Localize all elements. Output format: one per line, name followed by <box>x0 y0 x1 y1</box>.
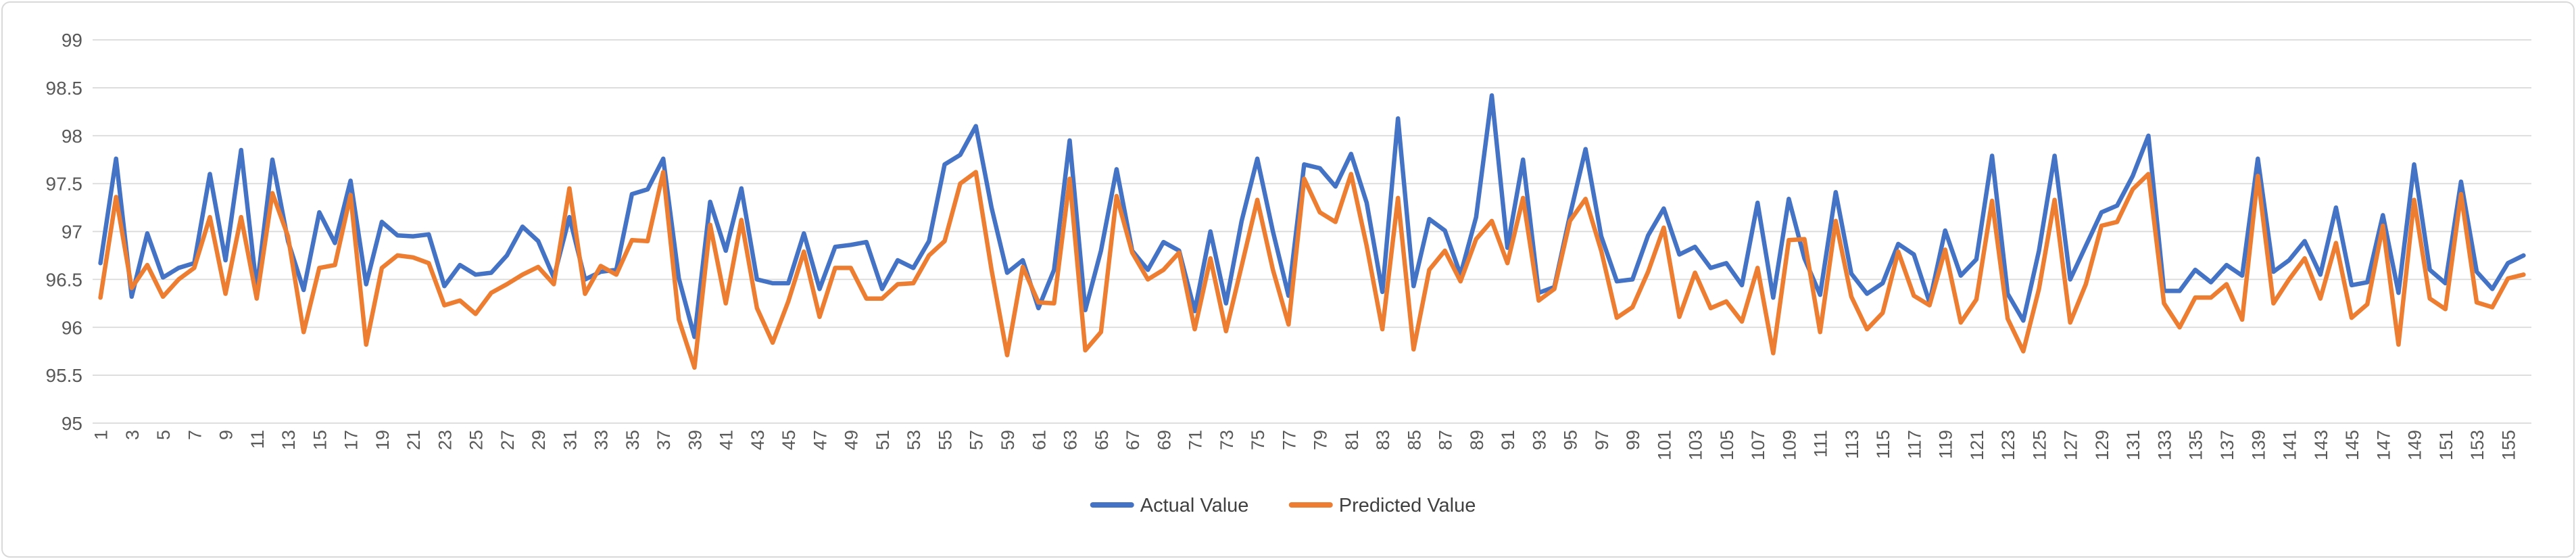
x-axis-tick-label: 59 <box>998 430 1018 450</box>
x-axis-tick-label: 103 <box>1686 430 1706 460</box>
x-axis-tick-label: 115 <box>1873 430 1893 459</box>
x-axis-tick-label: 129 <box>2092 430 2112 460</box>
x-axis-tick-label: 105 <box>1717 430 1737 460</box>
y-axis-tick-label: 95 <box>62 413 82 434</box>
x-axis-tick-label: 127 <box>2061 430 2081 460</box>
x-axis-tick-label: 23 <box>435 430 455 450</box>
x-axis-tick-label: 145 <box>2342 430 2362 460</box>
y-axis-tick-label: 98.5 <box>46 78 83 99</box>
x-axis-tick-label: 123 <box>1998 430 2018 460</box>
x-axis-tick-label: 51 <box>873 430 893 450</box>
x-axis-tick-label: 147 <box>2373 430 2393 460</box>
x-axis-tick-label: 53 <box>904 430 924 450</box>
legend-item-actual: Actual Value <box>1090 495 1249 516</box>
x-axis-tick-label: 143 <box>2311 430 2331 460</box>
y-axis-tick-label: 95.5 <box>46 365 83 386</box>
x-axis-tick-label: 13 <box>278 430 299 450</box>
y-axis-tick-label: 98 <box>62 126 82 147</box>
x-axis-tick-label: 1 <box>91 430 112 440</box>
x-axis-tick-label: 101 <box>1654 430 1674 460</box>
x-axis-tick-label: 61 <box>1029 430 1049 450</box>
x-axis-tick-label: 107 <box>1748 430 1768 460</box>
x-axis-tick-label: 133 <box>2154 430 2174 460</box>
x-axis-tick-label: 83 <box>1373 430 1393 450</box>
x-axis-tick-label: 19 <box>372 430 393 450</box>
x-axis-tick-label: 97 <box>1592 430 1612 450</box>
y-axis-tick-label: 96 <box>62 317 82 338</box>
y-axis-tick-label: 99 <box>62 30 82 51</box>
y-axis-tick-label: 96.5 <box>46 269 83 290</box>
x-axis-tick-label: 63 <box>1061 430 1081 450</box>
x-axis-tick-label: 69 <box>1154 430 1174 450</box>
x-axis-tick-label: 85 <box>1404 430 1424 450</box>
x-axis-tick-label: 31 <box>560 430 580 450</box>
x-axis-tick-label: 3 <box>122 430 143 440</box>
x-axis-tick-label: 139 <box>2248 430 2268 460</box>
x-axis-tick-label: 153 <box>2467 430 2487 460</box>
x-axis-tick-label: 37 <box>654 430 674 450</box>
x-axis-tick-label: 89 <box>1467 430 1487 450</box>
x-axis-tick-label: 91 <box>1498 430 1518 450</box>
x-axis-tick-label: 43 <box>748 430 768 450</box>
x-axis-tick-label: 49 <box>842 430 862 450</box>
x-axis-tick-label: 15 <box>310 430 330 450</box>
x-axis-tick-label: 41 <box>716 430 737 450</box>
x-axis-tick-label: 67 <box>1123 430 1143 450</box>
x-axis-tick-label: 77 <box>1279 430 1299 450</box>
x-axis-tick-label: 73 <box>1217 430 1237 450</box>
x-axis-tick-label: 65 <box>1092 430 1112 450</box>
x-axis-tick-label: 57 <box>967 430 987 450</box>
x-axis-tick-label: 149 <box>2405 430 2425 460</box>
x-axis-tick-label: 81 <box>1342 430 1362 450</box>
x-axis-tick-label: 99 <box>1623 430 1643 450</box>
x-axis-tick-label: 39 <box>685 430 705 450</box>
x-axis-tick-label: 109 <box>1779 430 1799 460</box>
x-axis-tick-label: 125 <box>2029 430 2049 460</box>
x-axis-tick-label: 27 <box>497 430 518 450</box>
x-axis-tick-label: 11 <box>247 430 268 449</box>
x-axis-tick-label: 75 <box>1248 430 1268 450</box>
x-axis-tick-label: 35 <box>623 430 643 450</box>
y-axis-tick-label: 97.5 <box>46 174 83 195</box>
x-axis-tick-label: 7 <box>185 430 205 440</box>
legend-label-predicted: Predicted Value <box>1339 495 1476 516</box>
x-axis-tick-label: 119 <box>1936 430 1956 459</box>
x-axis-tick-label: 71 <box>1186 430 1206 450</box>
legend-swatch-predicted <box>1288 502 1333 508</box>
x-axis-tick-label: 137 <box>2217 430 2237 460</box>
x-axis-tick-label: 79 <box>1311 430 1331 450</box>
x-axis-tick-label: 45 <box>779 430 799 450</box>
x-axis-tick-label: 155 <box>2498 430 2519 460</box>
x-axis-tick-label: 111 <box>1811 430 1831 458</box>
x-axis-tick-label: 9 <box>216 430 237 440</box>
legend-swatch-actual <box>1090 502 1134 508</box>
x-axis-tick-label: 141 <box>2280 430 2300 460</box>
legend-item-predicted: Predicted Value <box>1288 495 1476 516</box>
x-axis-tick-label: 135 <box>2186 430 2206 460</box>
x-axis-tick-label: 131 <box>2123 430 2143 460</box>
y-axis-tick-label: 97 <box>62 222 82 243</box>
x-axis-tick-label: 93 <box>1529 430 1549 450</box>
x-axis-tick-label: 87 <box>1436 430 1456 450</box>
x-axis-tick-label: 47 <box>810 430 830 450</box>
actual-value-line <box>98 93 2526 339</box>
x-axis-tick-label: 25 <box>466 430 487 450</box>
x-axis-tick-label: 117 <box>1904 430 1924 459</box>
x-axis-tick-label: 33 <box>591 430 612 450</box>
predicted-value-line <box>98 170 2526 370</box>
x-axis-tick-label: 121 <box>1967 430 1987 460</box>
x-axis-tick-label: 17 <box>341 430 362 450</box>
x-axis-tick-label: 29 <box>529 430 549 450</box>
x-axis-tick-label: 95 <box>1561 430 1581 450</box>
legend-label-actual: Actual Value <box>1140 495 1249 516</box>
x-axis-tick-label: 151 <box>2436 430 2456 460</box>
x-axis-tick-label: 113 <box>1842 430 1862 459</box>
x-axis-tick-label: 21 <box>404 430 424 450</box>
x-axis-tick-label: 55 <box>935 430 955 450</box>
x-axis-tick-label: 5 <box>153 430 174 440</box>
